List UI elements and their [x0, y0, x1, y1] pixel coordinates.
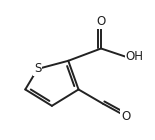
Text: S: S — [34, 62, 41, 75]
Text: O: O — [121, 110, 130, 123]
Text: OH: OH — [126, 50, 144, 63]
Text: O: O — [96, 15, 106, 28]
